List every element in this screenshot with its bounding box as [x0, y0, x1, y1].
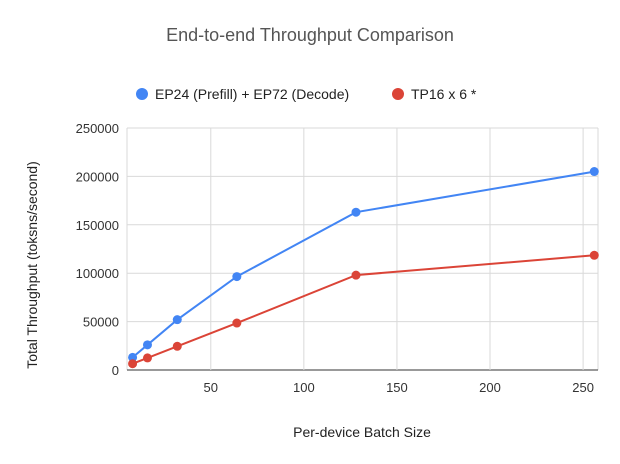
chart-title: End-to-end Throughput Comparison	[166, 25, 454, 45]
y-tick-label: 100000	[76, 266, 119, 281]
x-tick-label: 100	[293, 380, 315, 395]
series-0	[128, 167, 599, 362]
y-tick-label: 250000	[76, 121, 119, 136]
legend-marker-tp16	[392, 88, 404, 100]
data-point	[232, 272, 242, 282]
data-point	[232, 318, 242, 328]
series-1	[128, 250, 599, 369]
data-point	[351, 270, 361, 280]
data-point	[172, 341, 182, 351]
data-point	[172, 315, 182, 325]
y-tick-label: 50000	[83, 315, 119, 330]
y-axis-title: Total Throughput (toksns/second)	[24, 161, 40, 369]
legend: EP24 (Prefill) + EP72 (Decode) TP16 x 6 …	[136, 86, 477, 102]
data-point	[128, 352, 138, 362]
legend-marker-ep24	[136, 88, 148, 100]
legend-label-ep24: EP24 (Prefill) + EP72 (Decode)	[155, 86, 349, 102]
x-axis-title: Per-device Batch Size	[293, 424, 431, 440]
x-tick-label: 250	[572, 380, 594, 395]
x-tick-label: 50	[204, 380, 218, 395]
x-axis-ticks: 50 100 150 200 250	[204, 380, 594, 395]
y-tick-label: 150000	[76, 218, 119, 233]
data-point	[142, 340, 152, 350]
data-point	[589, 250, 599, 260]
data-point	[128, 359, 138, 369]
series-line	[132, 254, 595, 365]
data-point	[589, 167, 599, 177]
y-tick-label: 0	[112, 363, 119, 378]
y-axis-ticks: 0 50000 100000 150000 200000 250000	[76, 121, 119, 378]
legend-label-tp16: TP16 x 6 *	[411, 86, 477, 102]
x-tick-label: 150	[386, 380, 408, 395]
x-tick-label: 200	[479, 380, 501, 395]
data-point	[351, 207, 361, 217]
plot-area	[128, 167, 599, 369]
grid	[126, 127, 599, 371]
series-line	[131, 170, 595, 359]
y-tick-label: 200000	[76, 169, 119, 184]
data-point	[142, 353, 152, 363]
